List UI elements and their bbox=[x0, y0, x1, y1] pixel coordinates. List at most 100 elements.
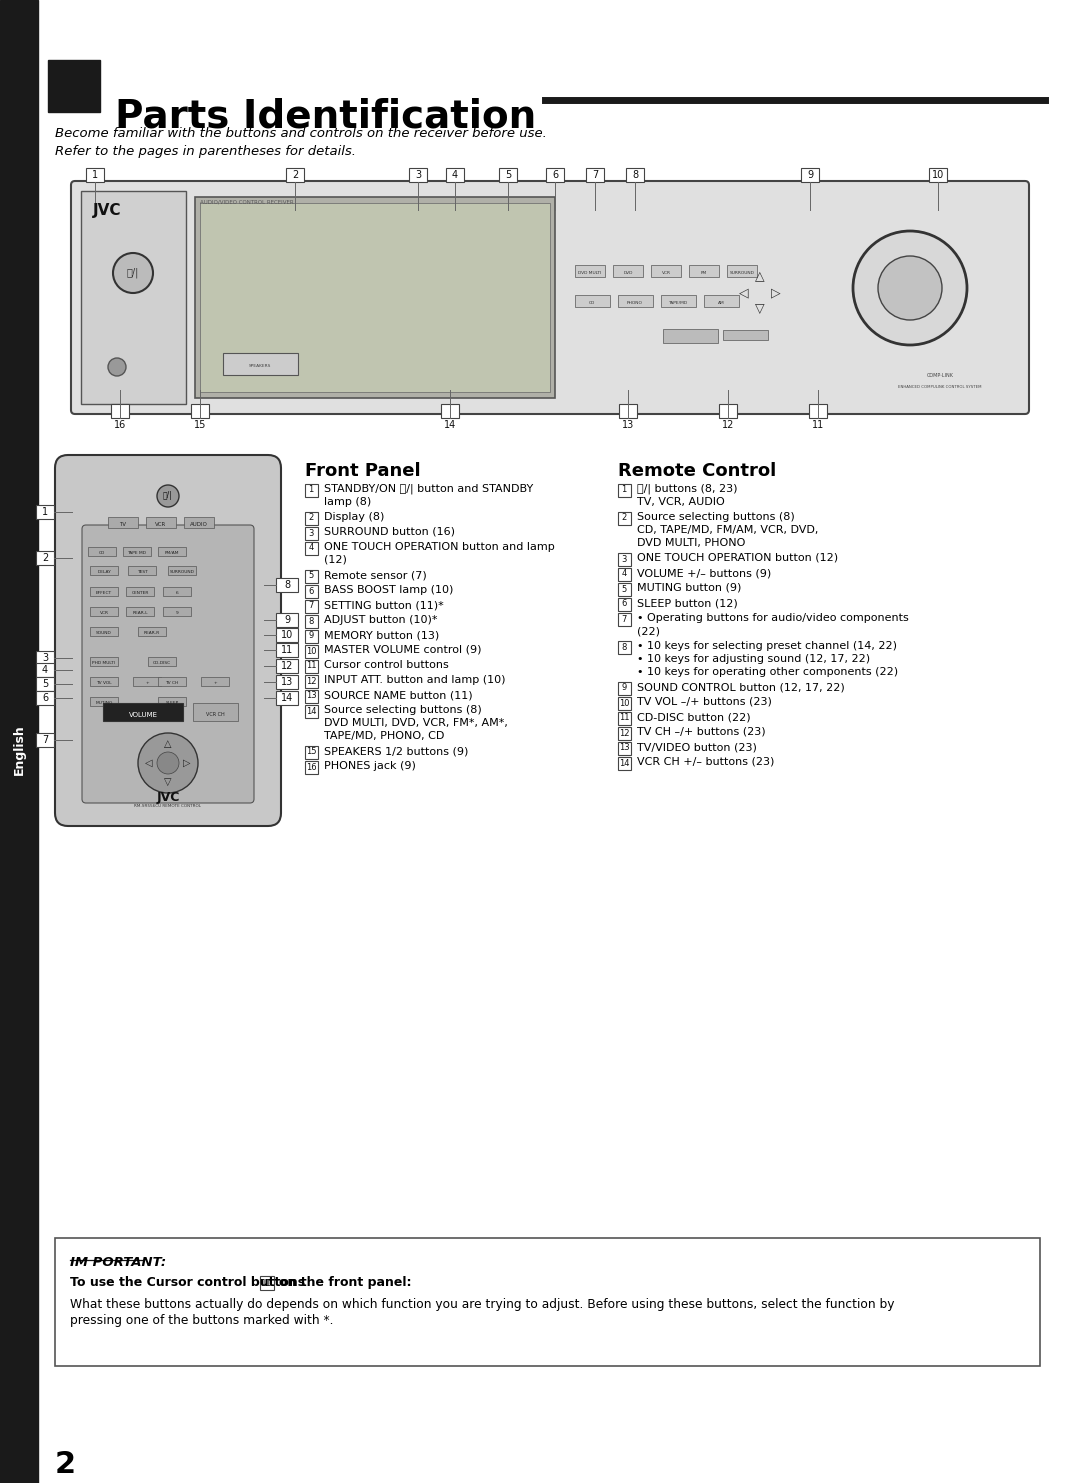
Bar bbox=[158, 697, 186, 706]
Text: 12: 12 bbox=[281, 661, 293, 670]
Text: ▷: ▷ bbox=[184, 758, 191, 768]
Bar bbox=[126, 587, 154, 596]
Text: • 10 keys for selecting preset channel (14, 22): • 10 keys for selecting preset channel (… bbox=[637, 641, 897, 651]
Text: DVD MULTI, PHONO: DVD MULTI, PHONO bbox=[637, 538, 745, 549]
Text: 5: 5 bbox=[504, 171, 511, 179]
Text: 6: 6 bbox=[42, 693, 49, 703]
Text: 9: 9 bbox=[176, 611, 178, 615]
Text: ◁: ◁ bbox=[739, 286, 748, 300]
Bar bbox=[163, 607, 191, 615]
Bar bbox=[133, 678, 161, 687]
Text: INPUT ATT. button and lamp (10): INPUT ATT. button and lamp (10) bbox=[324, 675, 505, 685]
Bar bbox=[618, 612, 631, 626]
Text: 1: 1 bbox=[92, 171, 98, 179]
Text: PHONO: PHONO bbox=[627, 301, 643, 305]
Bar bbox=[276, 691, 298, 704]
Bar bbox=[55, 1238, 1040, 1366]
Text: 12: 12 bbox=[306, 676, 316, 685]
Bar bbox=[305, 645, 318, 658]
Bar bbox=[184, 518, 214, 528]
Text: FM: FM bbox=[701, 271, 707, 274]
Text: 8: 8 bbox=[632, 171, 638, 179]
Bar bbox=[441, 403, 459, 418]
Bar bbox=[260, 1275, 274, 1290]
Text: To use the Cursor control buttons: To use the Cursor control buttons bbox=[70, 1275, 306, 1289]
Text: SOURCE NAME button (11): SOURCE NAME button (11) bbox=[324, 690, 473, 700]
Text: 6: 6 bbox=[621, 599, 626, 608]
Text: 13: 13 bbox=[306, 691, 316, 700]
Bar bbox=[36, 678, 54, 691]
Text: 3: 3 bbox=[415, 171, 421, 179]
Bar bbox=[123, 547, 151, 556]
Text: COMP·LINK: COMP·LINK bbox=[927, 374, 954, 378]
Text: VOLUME: VOLUME bbox=[129, 712, 158, 718]
Text: 3: 3 bbox=[42, 653, 49, 663]
Text: 9: 9 bbox=[309, 632, 313, 641]
Bar bbox=[163, 587, 191, 596]
Bar bbox=[36, 506, 54, 519]
Text: ADJUST button (10)*: ADJUST button (10)* bbox=[324, 615, 437, 624]
Bar bbox=[305, 483, 318, 497]
Bar bbox=[86, 168, 104, 182]
Text: 1: 1 bbox=[42, 507, 49, 518]
Text: ⓘ/| buttons (8, 23): ⓘ/| buttons (8, 23) bbox=[637, 483, 738, 494]
Bar bbox=[618, 756, 631, 770]
Text: Remote Control: Remote Control bbox=[618, 463, 777, 480]
Text: TAPE/MD: TAPE/MD bbox=[669, 301, 688, 305]
Bar bbox=[446, 168, 464, 182]
Bar bbox=[305, 569, 318, 583]
Text: JVC: JVC bbox=[93, 203, 121, 218]
Text: ▷: ▷ bbox=[771, 286, 781, 300]
Text: 14: 14 bbox=[619, 758, 630, 768]
Bar bbox=[108, 518, 138, 528]
Text: 16: 16 bbox=[306, 762, 316, 771]
Text: 2: 2 bbox=[55, 1450, 76, 1479]
Text: 8: 8 bbox=[621, 642, 626, 651]
Bar bbox=[148, 657, 176, 666]
Bar bbox=[586, 168, 604, 182]
Text: SETTING button (11)*: SETTING button (11)* bbox=[324, 601, 444, 610]
Bar bbox=[305, 690, 318, 703]
Bar bbox=[36, 552, 54, 565]
Bar bbox=[103, 703, 183, 721]
Bar bbox=[618, 553, 631, 567]
Bar bbox=[276, 612, 298, 627]
Circle shape bbox=[157, 485, 179, 507]
Text: TEST: TEST bbox=[137, 569, 147, 574]
Bar bbox=[618, 682, 631, 696]
Text: ◁: ◁ bbox=[145, 758, 152, 768]
Text: MUTING button (9): MUTING button (9) bbox=[637, 583, 741, 593]
Text: 7: 7 bbox=[308, 602, 313, 611]
Bar bbox=[305, 630, 318, 644]
Bar bbox=[727, 265, 757, 277]
Text: DVD MULTI, DVD, VCR, FM*, AM*,: DVD MULTI, DVD, VCR, FM*, AM*, bbox=[324, 718, 508, 728]
Text: SURROUND: SURROUND bbox=[170, 569, 194, 574]
Text: 5: 5 bbox=[42, 679, 49, 690]
Bar bbox=[90, 657, 118, 666]
Text: SPEAKERS 1/2 buttons (9): SPEAKERS 1/2 buttons (9) bbox=[324, 746, 469, 756]
Bar bbox=[276, 675, 298, 690]
Text: TV VOL: TV VOL bbox=[96, 681, 112, 685]
Text: VCR CH +/– buttons (23): VCR CH +/– buttons (23) bbox=[637, 756, 774, 767]
Bar bbox=[90, 627, 118, 636]
Circle shape bbox=[157, 752, 179, 774]
Text: 13: 13 bbox=[622, 420, 634, 430]
Text: 6: 6 bbox=[308, 586, 313, 596]
Bar bbox=[276, 658, 298, 673]
Text: • 10 keys for adjusting sound (12, 17, 22): • 10 keys for adjusting sound (12, 17, 2… bbox=[637, 654, 870, 664]
Text: SLEEP: SLEEP bbox=[165, 701, 178, 704]
Text: 2: 2 bbox=[309, 513, 313, 522]
Text: lamp (8): lamp (8) bbox=[324, 497, 372, 507]
Bar bbox=[305, 526, 318, 540]
Bar bbox=[618, 697, 631, 710]
Bar bbox=[87, 547, 116, 556]
Bar bbox=[305, 512, 318, 525]
Bar bbox=[409, 168, 427, 182]
Text: VOLUME +/– buttons (9): VOLUME +/– buttons (9) bbox=[637, 568, 771, 578]
Text: EFFECT: EFFECT bbox=[96, 592, 112, 595]
Bar bbox=[651, 265, 681, 277]
Bar bbox=[704, 295, 739, 307]
Text: BASS BOOST lamp (10): BASS BOOST lamp (10) bbox=[324, 584, 454, 595]
Text: 14: 14 bbox=[281, 693, 293, 703]
Bar bbox=[201, 678, 229, 687]
